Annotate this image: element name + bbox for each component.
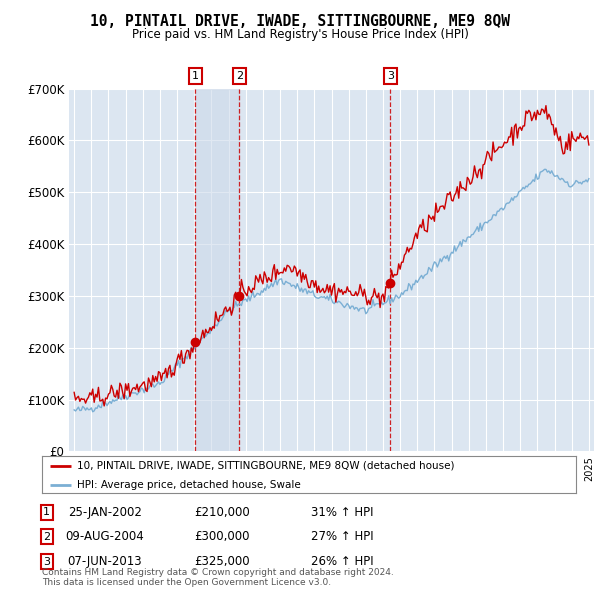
Text: 26% ↑ HPI: 26% ↑ HPI xyxy=(311,555,373,568)
Text: 2: 2 xyxy=(43,532,50,542)
Text: 2: 2 xyxy=(236,71,243,81)
Text: 10, PINTAIL DRIVE, IWADE, SITTINGBOURNE, ME9 8QW: 10, PINTAIL DRIVE, IWADE, SITTINGBOURNE,… xyxy=(90,14,510,30)
Text: 27% ↑ HPI: 27% ↑ HPI xyxy=(311,530,373,543)
Text: £325,000: £325,000 xyxy=(194,555,250,568)
Bar xyxy=(196,88,239,451)
Text: Contains HM Land Registry data © Crown copyright and database right 2024.
This d: Contains HM Land Registry data © Crown c… xyxy=(42,568,394,587)
Text: 07-JUN-2013: 07-JUN-2013 xyxy=(68,555,142,568)
Text: 31% ↑ HPI: 31% ↑ HPI xyxy=(311,506,373,519)
Text: 3: 3 xyxy=(387,71,394,81)
Text: £300,000: £300,000 xyxy=(194,530,250,543)
Text: HPI: Average price, detached house, Swale: HPI: Average price, detached house, Swal… xyxy=(77,480,301,490)
Text: Price paid vs. HM Land Registry's House Price Index (HPI): Price paid vs. HM Land Registry's House … xyxy=(131,28,469,41)
Text: 1: 1 xyxy=(43,507,50,517)
Text: 1: 1 xyxy=(192,71,199,81)
Text: £210,000: £210,000 xyxy=(194,506,250,519)
Text: 25-JAN-2002: 25-JAN-2002 xyxy=(68,506,142,519)
Text: 3: 3 xyxy=(43,557,50,566)
Text: 09-AUG-2004: 09-AUG-2004 xyxy=(65,530,145,543)
Text: 10, PINTAIL DRIVE, IWADE, SITTINGBOURNE, ME9 8QW (detached house): 10, PINTAIL DRIVE, IWADE, SITTINGBOURNE,… xyxy=(77,461,454,471)
